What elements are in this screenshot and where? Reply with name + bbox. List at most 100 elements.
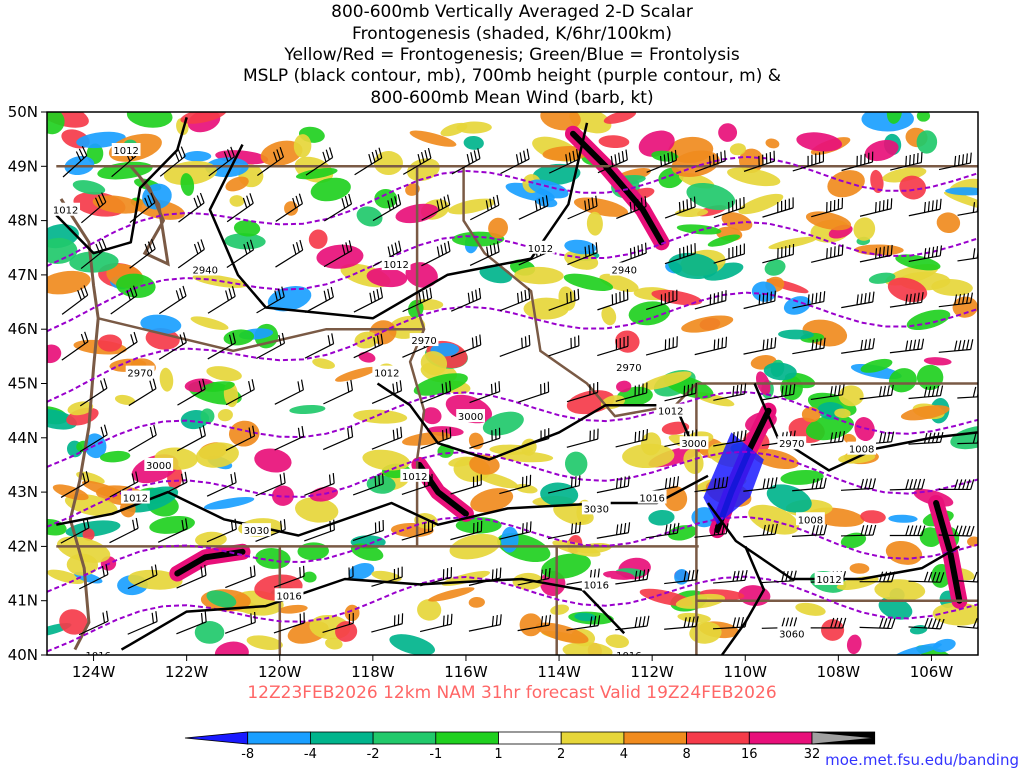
- mslp-label: 1012: [123, 494, 148, 505]
- frontogenesis-cell: [67, 401, 94, 416]
- wind-barb: [499, 474, 532, 495]
- frontogenesis-cell: [206, 366, 242, 382]
- wind-barb: [256, 146, 285, 177]
- frontogenesis-cell: [943, 191, 978, 210]
- wind-barb: [518, 381, 550, 403]
- colorbar: -8 -4 -2 -1 1 2 4 8 16 32: [184, 731, 876, 762]
- wind-barb: [889, 338, 925, 354]
- wind-barb: [256, 332, 286, 360]
- mslp-contour: [720, 545, 766, 655]
- frontogenesis-cell: [849, 563, 870, 574]
- mslp-label: 1012: [53, 206, 78, 217]
- frontogenesis-cell: [448, 198, 496, 215]
- height-700mb-contours: [47, 155, 978, 653]
- frontogenesis-cell: [246, 635, 283, 650]
- frontogenesis-cell: [482, 411, 524, 436]
- height-label-bg: [777, 626, 807, 640]
- frontogenesis-cell: [358, 351, 376, 363]
- wind-barb: [419, 613, 453, 633]
- wind-barb: [128, 424, 157, 452]
- wind-barb: [908, 385, 944, 400]
- frontogenesis-cell: [82, 528, 95, 541]
- wind-barb: [694, 476, 729, 493]
- frontogenesis-cell: [272, 485, 294, 506]
- wind-barb: [420, 380, 452, 404]
- frontogenesis-cell: [574, 612, 597, 622]
- y-tick-label: 48N: [8, 212, 38, 230]
- frontogenesis-cell: [603, 112, 637, 124]
- wind-barb: [548, 288, 580, 311]
- wind-barb: [908, 571, 945, 583]
- frontogenesis-cell: [354, 331, 379, 349]
- wind-barb: [664, 382, 697, 402]
- wind-barb: [761, 383, 796, 401]
- wind-barb: [450, 287, 482, 312]
- title-line-2: Frontogenesis (shaded, K/6hr/100km): [352, 24, 672, 44]
- frontogenesis-cell: [255, 548, 291, 569]
- frontogenesis-cell: [691, 507, 717, 528]
- height-label: 2970: [127, 369, 152, 380]
- wind-barb: [352, 519, 384, 542]
- wind-barb: [110, 285, 138, 315]
- mslp-contour: [120, 577, 626, 651]
- frontogenesis-cell: [686, 183, 736, 211]
- frontogenesis-cell: [932, 602, 978, 626]
- wind-barb: [469, 381, 501, 404]
- frontogenesis-cell: [895, 254, 941, 271]
- frontogenesis-cell: [783, 296, 811, 315]
- frontogenesis-cell: [356, 206, 383, 227]
- wind-barb: [810, 244, 844, 263]
- wind-barb: [420, 427, 452, 450]
- height-label: 2970: [616, 363, 641, 374]
- wind-barb: [158, 332, 187, 360]
- wind-barb: [840, 524, 877, 537]
- wind-barb: [225, 379, 255, 406]
- colorbar-segment: [498, 731, 562, 745]
- frontogenesis-cell: [916, 130, 938, 154]
- frontogenesis-cell: [622, 443, 675, 469]
- height-contour: [47, 390, 978, 468]
- frontogenesis-cell: [535, 622, 589, 644]
- wind-barb: [792, 524, 828, 537]
- height-label-bg: [125, 365, 155, 379]
- wind-barb: [938, 152, 972, 171]
- mslp-label-bg: [372, 365, 402, 379]
- wind-barb: [129, 192, 156, 223]
- mslp-label: 1012: [816, 575, 841, 586]
- frontogenesis-cell: [836, 576, 879, 590]
- wind-barb: [353, 287, 384, 313]
- mslp-label-bg: [614, 648, 644, 655]
- frontogenesis-cell: [616, 380, 632, 393]
- colorbar-label: 4: [620, 747, 628, 762]
- height-label-bg: [614, 360, 644, 374]
- wind-barb: [401, 520, 434, 541]
- frontogenesis-cell: [718, 123, 738, 142]
- title-line-1: 800-600mb Vertically Averaged 2-D Scalar: [331, 2, 693, 22]
- height-label-bg: [456, 409, 486, 423]
- frontogenesis-cell: [661, 421, 690, 435]
- mslp-contour: [753, 383, 978, 472]
- frontogenesis-cell: [145, 328, 180, 350]
- wind-barb: [275, 193, 304, 222]
- wind-barb: [615, 568, 650, 585]
- frontogenesis-cell: [302, 571, 317, 583]
- colorbar-arrow-high: [811, 731, 875, 745]
- frontogenesis-cell: [888, 368, 917, 393]
- frontogenesis-cell: [295, 167, 338, 180]
- frontogenesis-cell: [289, 404, 326, 415]
- frontogenesis-cell: [599, 273, 639, 293]
- y-tick-label: 47N: [8, 266, 38, 284]
- frontogenesis-cell: [519, 613, 543, 637]
- wind-barb: [908, 245, 943, 262]
- wind-barb: [225, 565, 256, 589]
- wind-barb: [499, 521, 532, 540]
- wind-barb: [177, 239, 205, 269]
- frontogenesis-cell: [374, 188, 398, 209]
- wind-barb: [566, 382, 599, 403]
- wind-barb: [176, 425, 206, 452]
- colorbar-label: -8: [241, 747, 254, 762]
- wind-barb: [323, 240, 353, 268]
- frontogenesis-cell: [206, 590, 237, 608]
- frontogenesis-cell: [389, 634, 436, 655]
- frontogenesis-cell: [778, 329, 814, 340]
